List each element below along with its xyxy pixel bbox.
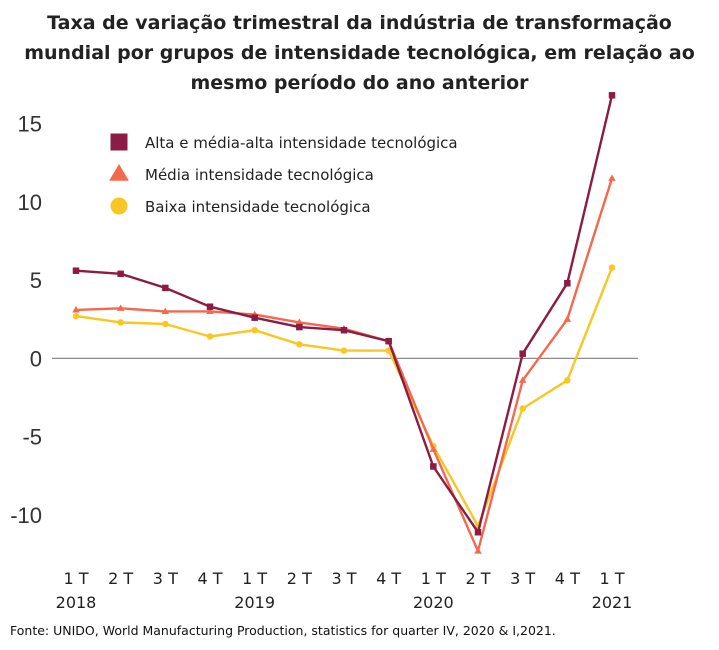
x-year-label: 2021 [592,593,633,612]
data-point [162,320,169,328]
legend-marker [109,163,129,181]
data-point [563,315,572,322]
data-point [72,312,80,320]
data-point [206,307,214,315]
data-point [251,326,258,334]
source-note: Fonte: UNIDO, World Manufacturing Produc… [10,623,556,638]
chart-title-line-2: mundial por grupos de intensidade tecnol… [24,42,695,64]
data-point [72,306,80,313]
data-point [72,267,80,274]
data-point [519,350,526,357]
data-point [295,318,304,325]
x-tick-label: 3 T [153,569,178,588]
data-point [474,547,482,554]
legend: Alta e média-alta intensidade tecnológic… [109,133,458,216]
data-point [340,347,348,354]
data-point [161,307,170,315]
chart-title: Taxa de variação trimestral da indústria… [0,8,719,98]
x-tick-label: 2 T [108,569,133,588]
chart-title-line-1: Taxa de variação trimestral da indústria… [47,12,672,34]
data-point [564,279,571,287]
x-year-label: 2018 [56,593,97,612]
y-tick-label: 5 [30,268,42,293]
chart-title-line-3: mesmo período do ano anterior [190,72,529,94]
data-point [116,304,125,311]
x-tick-label: 1 T [421,569,446,588]
x-tick-label: 3 T [510,569,535,588]
legend-label: Média intensidade tecnológica [145,166,374,184]
data-point [519,405,526,412]
data-point [430,463,437,470]
x-year-label: 2019 [234,593,275,612]
x-tick-label: 2 T [465,569,490,588]
data-point [117,270,124,278]
data-point [162,284,169,292]
data-point [608,174,616,181]
x-tick-label: 2 T [287,569,312,588]
x-tick-label: 4 T [376,569,401,588]
series-line [74,177,614,553]
data-point [296,323,303,331]
data-point [206,303,214,310]
data-point [608,264,616,271]
legend-marker [110,133,128,151]
x-tick-label: 1 T [599,569,624,588]
data-point [518,376,527,383]
data-point [206,333,214,340]
series-line [74,94,614,534]
data-point [385,337,392,345]
series-2 [72,174,616,554]
data-point [296,341,303,348]
x-tick-label: 3 T [331,569,356,588]
y-tick-label: -5 [22,425,42,450]
x-tick-label: 1 T [242,569,267,588]
legend-marker [110,197,128,215]
y-tick-label: 0 [30,346,42,371]
data-point [117,319,124,326]
data-point [564,377,571,384]
x-tick-label: 4 T [555,569,580,588]
series-3 [72,264,616,530]
y-tick-label: -10 [10,503,42,528]
series-line [74,266,614,528]
y-tick-label: 10 [18,190,42,215]
data-point [429,445,438,452]
legend-label: Baixa intensidade tecnológica [145,198,371,216]
data-point [608,92,616,99]
data-point [251,314,258,321]
x-year-label: 2020 [413,593,454,612]
series-1 [72,92,616,536]
legend-label: Alta e média-alta intensidade tecnológic… [145,134,458,152]
data-point [474,528,482,536]
x-tick-label: 1 T [63,569,88,588]
data-point [340,326,348,334]
y-tick-label: 15 [18,111,42,136]
x-tick-label: 4 T [197,569,222,588]
